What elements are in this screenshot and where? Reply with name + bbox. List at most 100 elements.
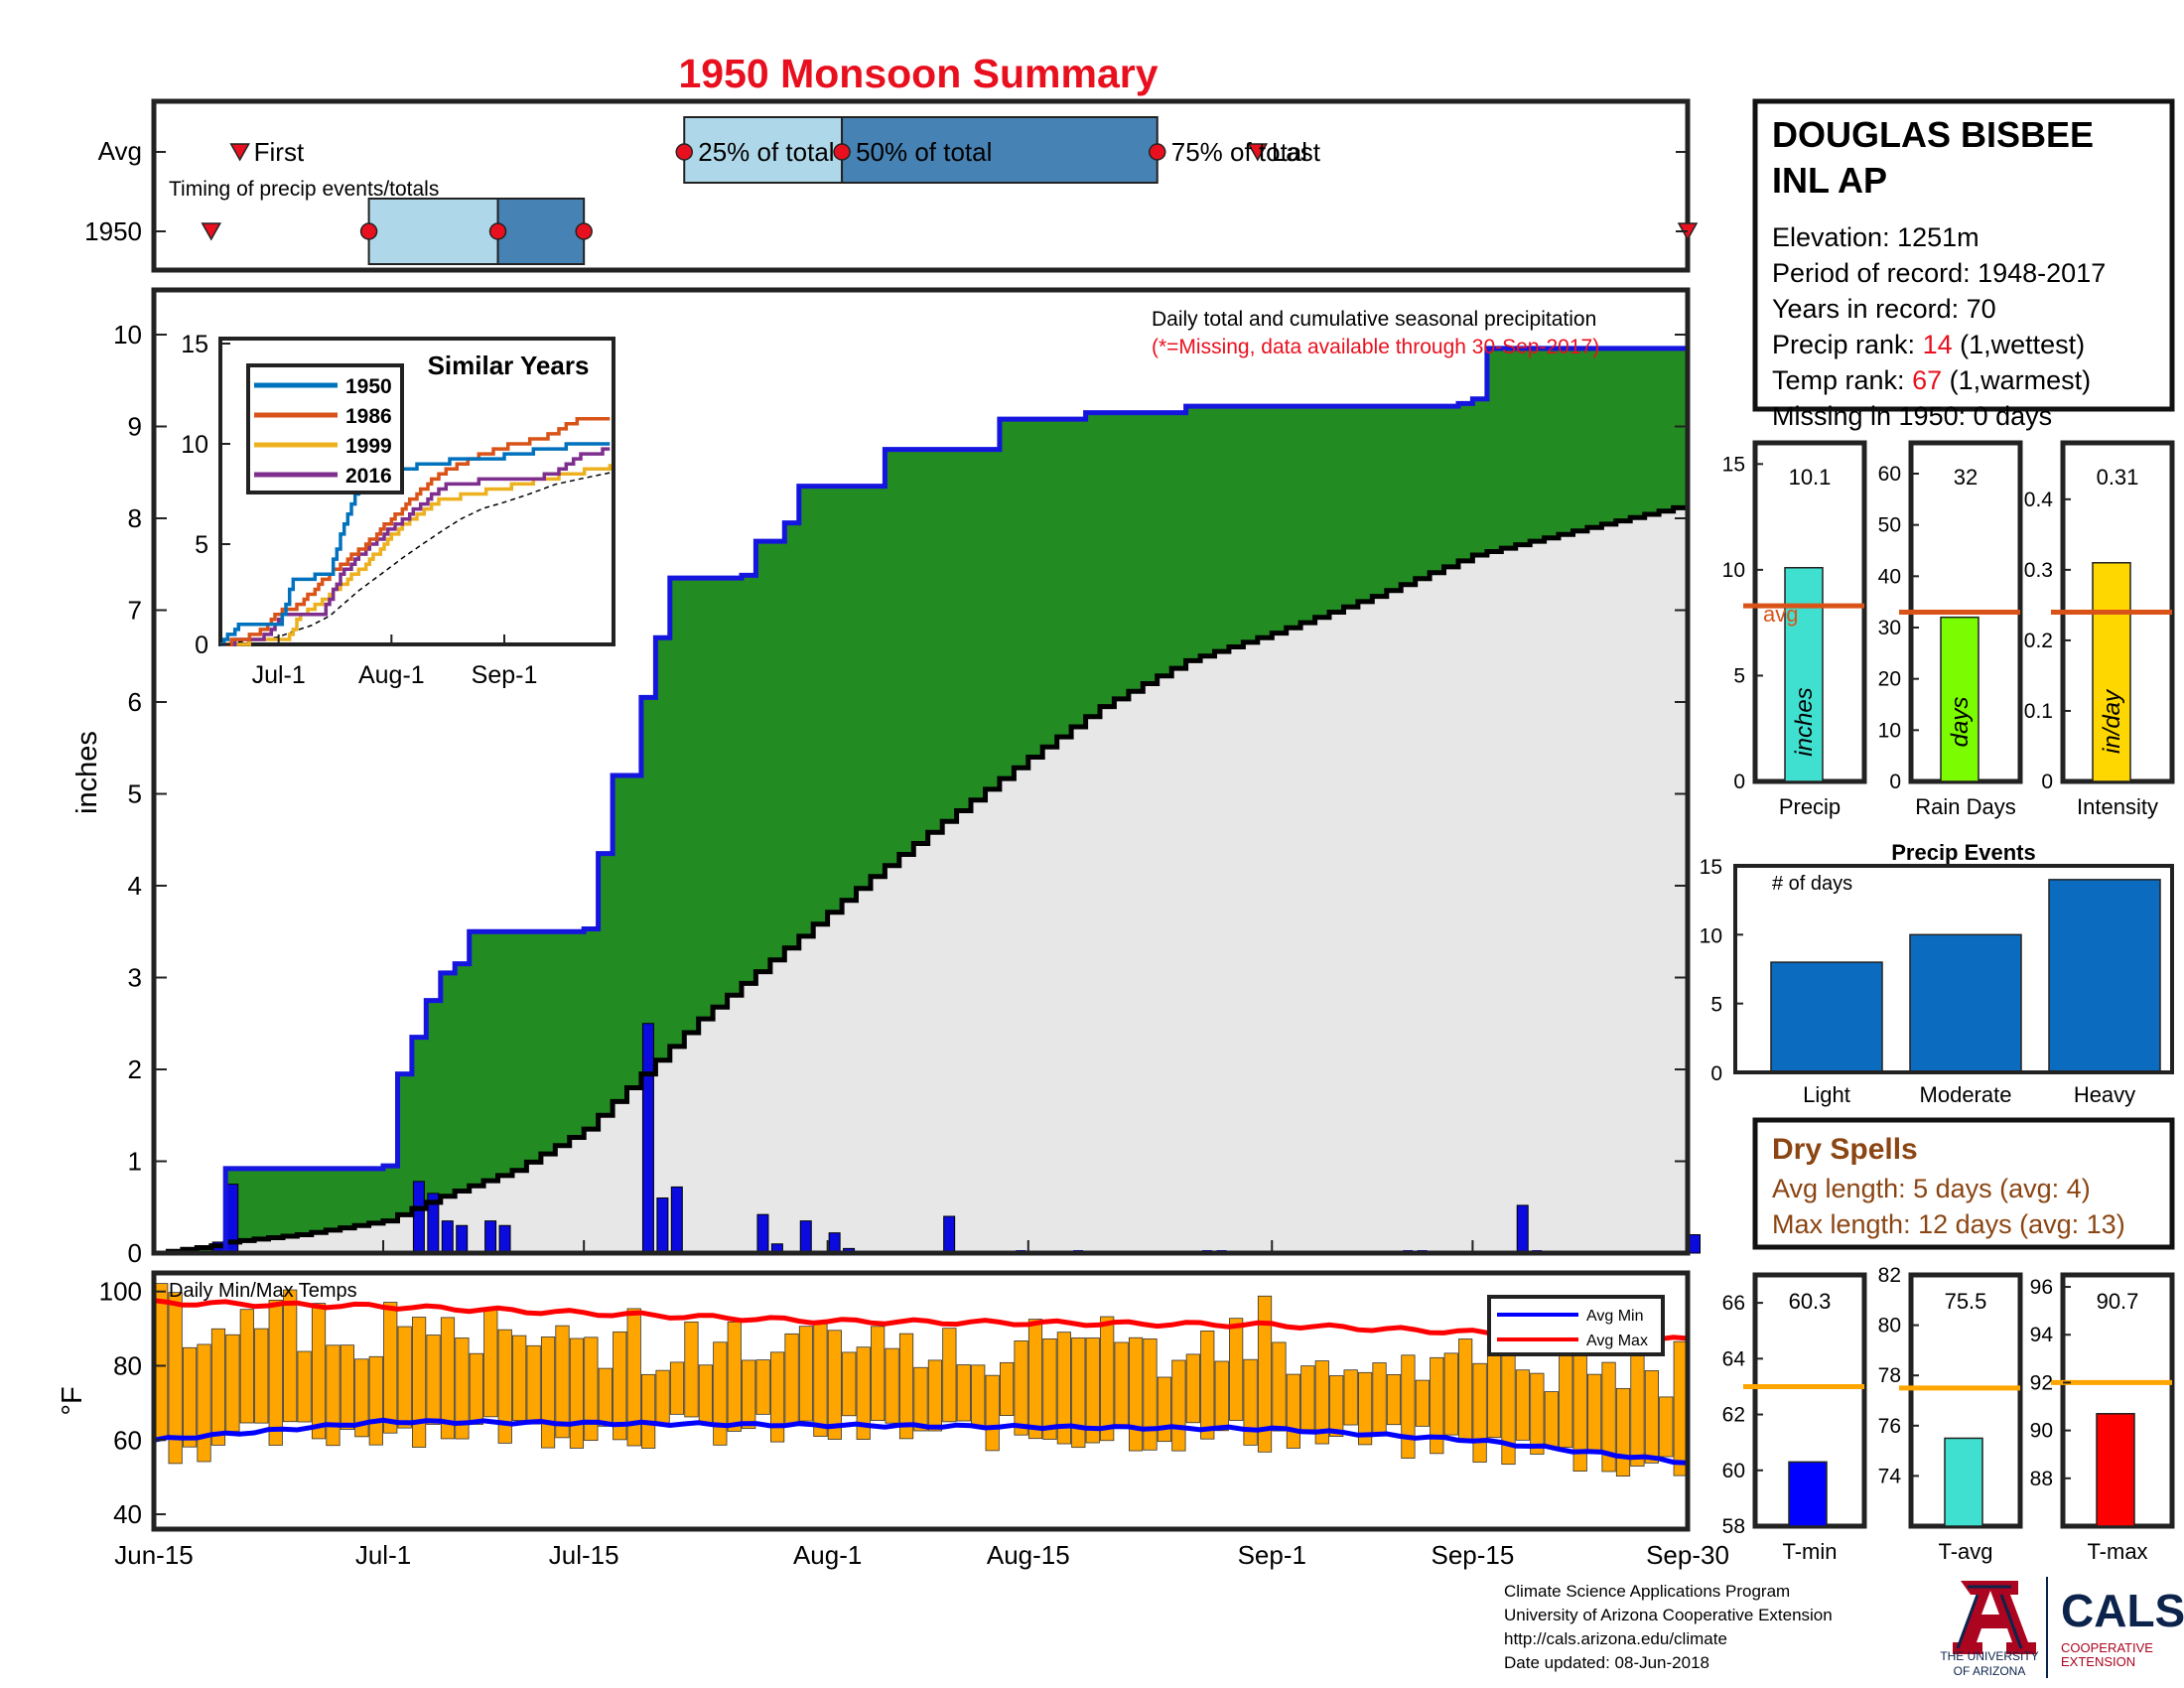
tavg-ytick-label: 78 [1878, 1364, 1901, 1387]
daily-precip-bar [656, 1197, 669, 1254]
avg-q50-q75-box [841, 116, 1159, 184]
ua-logo-text2: OF ARIZONA [1954, 1664, 2026, 1678]
avg-first-label: First [254, 137, 305, 167]
tmax-ytick-label: 88 [2030, 1468, 2053, 1490]
main-ytick-label: 1 [128, 1147, 142, 1177]
daily-temp-bar [512, 1335, 527, 1422]
daily-temp-bar [283, 1289, 298, 1423]
intensity-ytick-label: 0.3 [2024, 559, 2053, 582]
daily-precip-bar [799, 1220, 812, 1254]
avg-q50-label: 50% of total [856, 137, 992, 167]
station-box: DOUGLAS BISBEE INL AP Elevation: 1251m P… [1752, 98, 2175, 431]
daily-temp-bar [1673, 1340, 1688, 1477]
daily-temp-bar [168, 1292, 183, 1465]
precip-events-chart: Precip Events Light Moderate Heavy 0 5 10 15 #… [1700, 840, 2174, 1107]
intensity-unit: in/day [2099, 688, 2125, 754]
year-q25-marker [359, 222, 378, 240]
stats-mini-charts: 10.1 inches Precip 0 5 10 15 32 days Rain Days 0 10… [1722, 440, 2175, 819]
inset-xtick-label: Jul-1 [252, 661, 306, 689]
main-ytick-label: 8 [128, 503, 142, 533]
inset-ytick-label: 10 [181, 431, 208, 459]
daily-temp-bar [1114, 1341, 1129, 1429]
daily-temp-bar [813, 1323, 828, 1437]
inset-ytick-label: 0 [195, 632, 208, 659]
avg-last-label: Last [1272, 137, 1321, 167]
temps-ytick-label: 60 [113, 1425, 142, 1455]
daily-temp-bar [1401, 1354, 1416, 1459]
daily-temp-bar [1587, 1373, 1602, 1454]
station-years: Years in record: 70 [1772, 294, 1996, 324]
dry-title: Dry Spells [1772, 1133, 1918, 1166]
year-cumulative-line [154, 346, 1688, 1256]
intensity-bar [2092, 562, 2131, 782]
above-average-fill [154, 348, 1688, 1253]
avg-first-marker [229, 143, 250, 162]
daily-temp-bar [698, 1364, 713, 1425]
similar-years-inset: 0 5 10 15 Jul-1 Aug-1 Sep-1 Similar Years 1950… [181, 331, 615, 689]
daily-temp-bar [913, 1366, 928, 1432]
tmax-ytick-label: 90 [2030, 1420, 2053, 1443]
tavg-ytick-label: 74 [1878, 1465, 1902, 1487]
daily-precip-bar [484, 1220, 497, 1254]
events-bar-moderate [1909, 933, 2022, 1073]
daily-temp-bar [727, 1321, 742, 1432]
tavg-value: 75.5 [1945, 1289, 1987, 1314]
daily-temp-bar [1659, 1396, 1674, 1458]
daily-temp-bar [368, 1355, 383, 1446]
events-ytick-label: 15 [1700, 856, 1722, 879]
station-precip-rank: Precip rank: 14 (1,wettest) [1772, 330, 2085, 359]
daily-temp-bar [383, 1302, 398, 1434]
xtick-label: Jul-1 [355, 1540, 411, 1570]
avg-q50-marker [833, 143, 851, 161]
tavg-label: T-avg [1938, 1539, 1992, 1564]
daily-temp-bar [1314, 1360, 1329, 1445]
intensity-label: Intensity [2077, 794, 2158, 819]
year-q50-marker [488, 222, 507, 240]
daily-temp-bar [340, 1344, 355, 1430]
avg-q25-label: 25% of total [698, 137, 834, 167]
main-ytick-label: 5 [128, 779, 142, 809]
tmin-ytick-label: 64 [1722, 1347, 1746, 1370]
daily-temp-bar [1027, 1319, 1043, 1440]
inset-legend-label-1950: 1950 [345, 375, 392, 398]
year-q25-q50-box [367, 198, 499, 265]
station-missing: Missing in 1950: 0 days [1772, 401, 2052, 431]
events-xtick-label: Light [1803, 1082, 1850, 1107]
precip-label: Precip [1779, 794, 1841, 819]
daily-temp-bar [182, 1346, 198, 1448]
daily-temp-bar [1343, 1369, 1358, 1426]
daily-temp-bar [455, 1337, 470, 1440]
daily-temp-bar [842, 1351, 857, 1417]
tmin-value: 60.3 [1789, 1289, 1832, 1314]
legend-avg-max-label: Avg Max [1586, 1333, 1648, 1349]
daily-temp-bar [197, 1343, 211, 1463]
rain_days-ytick-label: 10 [1878, 719, 1901, 742]
inset-ytick-label: 5 [195, 531, 208, 559]
temp-mini-charts: 60.3 T-min 58 60 62 64 66 75.5 T-avg 74 76 78 80 82 90… [1722, 1264, 2175, 1564]
daily-temp-bar [497, 1329, 512, 1444]
daily-temp-bar [469, 1352, 483, 1425]
daily-temp-bar [1615, 1387, 1631, 1477]
precip-ytick-label: 10 [1722, 559, 1745, 582]
daily-temp-bar [1601, 1361, 1616, 1473]
xtick-label: Sep-1 [1238, 1540, 1306, 1570]
tmax-bar [2096, 1413, 2135, 1527]
timing-row-year: 1950 [84, 216, 142, 246]
daily-temp-bar [254, 1328, 269, 1424]
events-frame [1733, 864, 2174, 1074]
daily-temp-bar [871, 1326, 886, 1421]
avg-last-marker [1247, 143, 1269, 162]
daily-temp-bar [856, 1346, 871, 1441]
daily-temp-bar [1386, 1374, 1402, 1426]
temps-plot-area [153, 1273, 1689, 1529]
temps-ylabel: °F [57, 1386, 88, 1415]
xtick-label: Sep-15 [1431, 1540, 1514, 1570]
daily-temp-bar [154, 1283, 169, 1440]
daily-temp-bar [1486, 1343, 1502, 1439]
daily-temp-bar [613, 1331, 627, 1441]
daily-temp-bar [584, 1336, 599, 1442]
daily-temp-bar [769, 1351, 785, 1443]
tmin-bar [1788, 1461, 1828, 1527]
temps-frame [151, 1270, 1691, 1532]
tmax-ytick-label: 96 [2030, 1276, 2053, 1299]
